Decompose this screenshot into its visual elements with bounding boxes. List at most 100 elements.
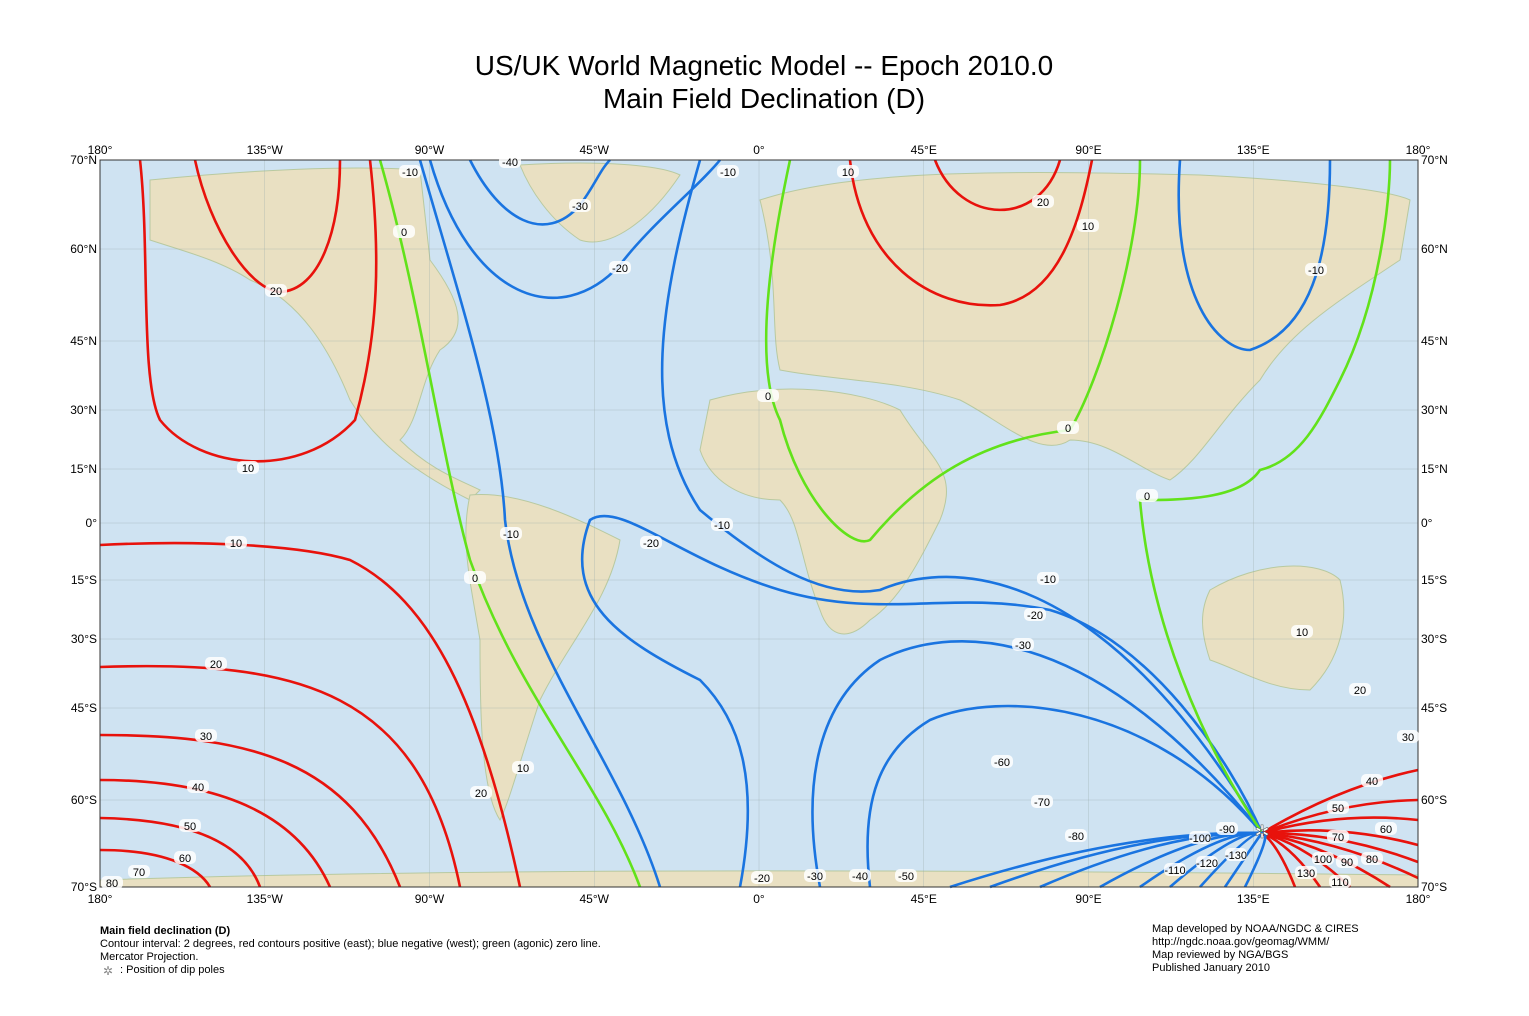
contour-label: 90 <box>1341 857 1353 869</box>
contour-label: 80 <box>1366 854 1378 866</box>
contour-label: -30 <box>572 201 588 213</box>
contour-label: -40 <box>852 871 868 883</box>
lon-label-top: 45°E <box>911 143 937 157</box>
contour-label-bg <box>195 729 217 742</box>
contour-line <box>428 159 722 299</box>
contour-label-bg <box>1361 852 1383 865</box>
contour-line <box>99 733 402 888</box>
contours <box>99 159 1392 888</box>
contour-label: 0 <box>765 391 771 403</box>
contour-label: 10 <box>1296 627 1308 639</box>
contour-label-bg <box>128 865 150 878</box>
contour-line <box>1177 159 1332 352</box>
footer-right-line: Map developed by NOAA/NGDC & CIRES <box>1152 923 1359 935</box>
lat-label-right: 15°S <box>1421 573 1447 587</box>
contour-line <box>1261 816 1419 835</box>
footer-right-line: http://ngdc.noaa.gov/geomag/WMM/ <box>1152 936 1330 948</box>
contour-label-bg <box>464 571 486 584</box>
contour-line <box>866 704 1263 888</box>
lat-label-left: 30°N <box>70 403 97 417</box>
contour-label: 60 <box>1380 824 1392 836</box>
contour-label: -10 <box>1040 574 1056 586</box>
lat-label-right: 15°N <box>1421 462 1448 476</box>
contour-label: 40 <box>192 782 204 794</box>
contour-label: -110 <box>1164 865 1185 877</box>
lat-label-left: 60°N <box>70 242 97 256</box>
contour-label-bg <box>1329 875 1351 888</box>
contour-label: -90 <box>1219 824 1235 836</box>
contour-line <box>933 159 1062 212</box>
contour-label-bg <box>187 780 209 793</box>
contour-label: -10 <box>1308 265 1324 277</box>
lat-label-left: 30°S <box>71 632 97 646</box>
contour-label: 70 <box>133 867 145 879</box>
contour-label: -120 <box>1196 858 1218 870</box>
contour-label-bg <box>393 225 415 238</box>
subtitle: Main Field Declination (D) <box>603 83 925 114</box>
contour-line <box>99 664 462 888</box>
contour-label: -70 <box>1034 797 1050 809</box>
contour-label-bg <box>757 389 779 402</box>
lon-label-bottom: 135°W <box>247 892 284 906</box>
contour-label-bg <box>237 461 259 474</box>
contour-label: 60 <box>179 853 191 865</box>
lon-label-top: 135°W <box>247 143 284 157</box>
contour-label: 10 <box>230 538 242 550</box>
contour-label-bg <box>1037 572 1059 585</box>
contour-label-bg <box>849 869 871 882</box>
contour-label-bg <box>265 284 287 297</box>
contour-label-bg <box>1136 489 1158 502</box>
lat-label-left: 70°S <box>71 880 97 894</box>
lat-label-left: 45°N <box>70 334 97 348</box>
contour-label: -20 <box>612 263 628 275</box>
contour-label: 30 <box>200 731 212 743</box>
contour-label: 0 <box>1065 423 1071 435</box>
contour-label: 20 <box>270 286 282 298</box>
contour-label-bg <box>1312 852 1334 865</box>
contour-label: -10 <box>402 167 418 179</box>
contour-label-bg <box>1327 830 1349 843</box>
dip-pole: ✲ <box>1254 822 1269 842</box>
contour-label-bg <box>1291 625 1313 638</box>
contour-label: -130 <box>1225 850 1247 862</box>
contour-label-bg <box>205 657 227 670</box>
contour-label-bg <box>470 786 492 799</box>
lat-label-right: 0° <box>1421 516 1433 530</box>
contour-label: 0 <box>401 227 407 239</box>
contour-label-bg <box>500 527 522 540</box>
contour-label: -10 <box>714 520 730 532</box>
contour-line <box>1261 831 1322 888</box>
contour-label: -80 <box>1068 831 1084 843</box>
contour-label-bg <box>711 518 733 531</box>
land-greenland <box>519 162 681 243</box>
contour-label-bg <box>895 869 917 882</box>
agonic-line <box>1138 159 1392 834</box>
contour-label: -10 <box>720 167 736 179</box>
footer-left-line: Mercator Projection. <box>100 951 198 963</box>
contour-label: -100 <box>1189 833 1211 845</box>
lon-label-top: 90°E <box>1075 143 1101 157</box>
lon-label-top: 135°E <box>1237 143 1270 157</box>
contour-label: -20 <box>643 538 659 550</box>
lon-label-bottom: 0° <box>753 892 765 906</box>
contour-label: 50 <box>1332 803 1344 815</box>
contour-label-bg <box>179 819 201 832</box>
contour-label-bg <box>837 165 859 178</box>
lat-label-left: 45°S <box>71 701 97 715</box>
lat-label-left: 70°N <box>70 153 97 167</box>
lat-label-left: 0° <box>86 516 98 530</box>
contour-line <box>468 159 611 226</box>
contour-label-bg <box>1216 822 1238 835</box>
contour-label-bg <box>717 165 739 178</box>
lat-label-right: 30°N <box>1421 403 1448 417</box>
contour-label-bg <box>1164 863 1186 876</box>
footer-left-line: Main field declination (D) <box>100 925 231 937</box>
footer-right-line: Map reviewed by NGA/BGS <box>1152 949 1288 961</box>
contour-label: 20 <box>475 788 487 800</box>
graticule: 180° 180° 135°W 135°W 90°W 90°W 45°W 45°W 0° 0° 45… <box>70 143 1448 906</box>
lon-label-bottom: 180° <box>88 892 113 906</box>
contour-label: 70 <box>1332 832 1344 844</box>
contour-line <box>1261 768 1419 835</box>
footer-left-line: Contour interval: 2 degrees, red contour… <box>100 938 601 950</box>
